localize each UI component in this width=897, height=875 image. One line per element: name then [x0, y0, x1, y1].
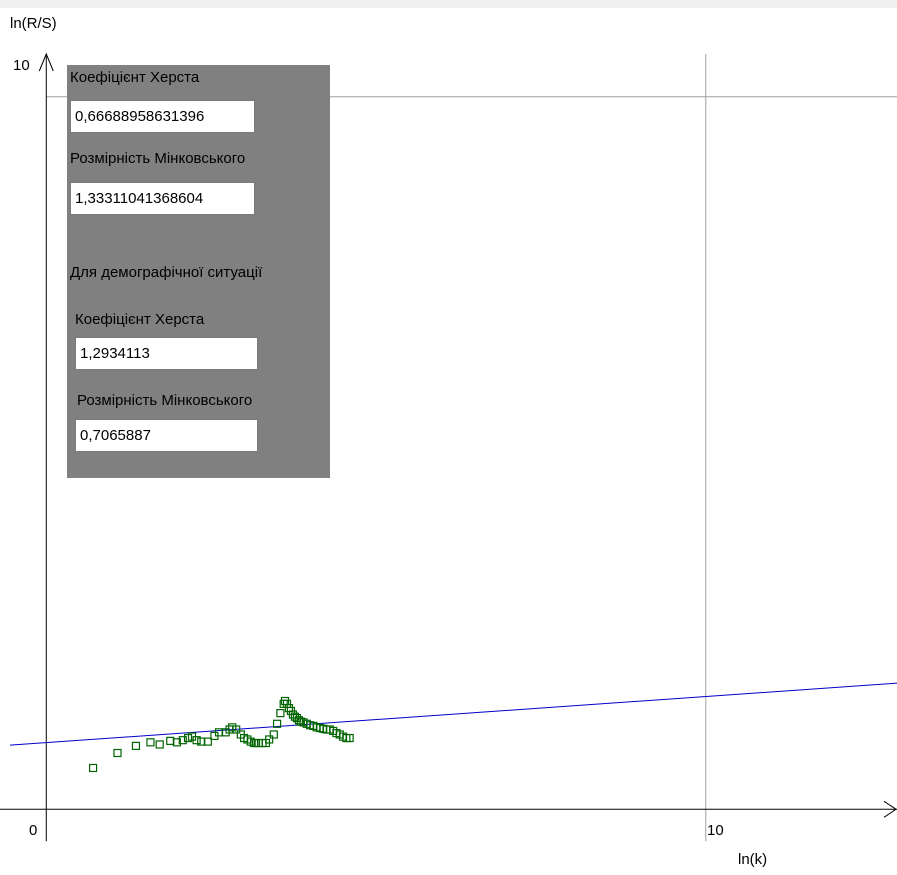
- demo-hurst-coefficient-field[interactable]: 1,2934113: [75, 337, 258, 370]
- top-strip: [0, 0, 897, 8]
- data-point: [146, 738, 155, 747]
- chart-axes: [0, 52, 897, 842]
- y-axis-title: ln(R/S): [10, 15, 57, 32]
- data-point: [166, 736, 175, 745]
- data-point: [172, 738, 181, 747]
- data-point: [131, 741, 141, 750]
- demo-minkowski-label: Розмірність Мінковського: [77, 392, 253, 409]
- minkowski-label: Розмірність Мінковського: [70, 150, 246, 167]
- minkowski-dimension-field[interactable]: 1,33311041368604: [70, 182, 255, 215]
- data-point: [232, 725, 241, 734]
- data-point: [294, 716, 303, 725]
- x-axis-title: ln(k): [738, 851, 768, 868]
- y-axis-arrow: [38, 52, 54, 72]
- data-point: [276, 709, 285, 718]
- x-tick-label-0: 0: [29, 822, 38, 839]
- data-point: [269, 730, 278, 739]
- data-point: [296, 717, 305, 726]
- y-tick-label-10: 10: [13, 57, 30, 74]
- data-point: [113, 748, 122, 758]
- demographic-heading: Для демографічної ситуації: [70, 264, 263, 281]
- demo-hurst-label: Коефіцієнт Херста: [75, 311, 205, 328]
- demo-minkowski-dimension-field[interactable]: 0,7065887: [75, 419, 258, 452]
- data-point: [178, 736, 187, 745]
- fit-line: [9, 682, 897, 746]
- hurst-label: Коефіцієнт Херста: [70, 69, 200, 86]
- data-point: [88, 763, 98, 773]
- data-point: [192, 736, 201, 745]
- data-point: [345, 733, 354, 743]
- x-tick-label-10: 10: [707, 822, 724, 839]
- data-point: [272, 719, 282, 728]
- results-panel: Коефіцієнт Херста 0,66688958631396 Розмі…: [67, 65, 330, 478]
- data-point: [203, 737, 212, 746]
- data-points: [88, 696, 354, 773]
- hurst-coefficient-field[interactable]: 0,66688958631396: [70, 100, 255, 133]
- data-point: [265, 735, 274, 744]
- x-axis-arrow: [883, 800, 897, 818]
- data-point: [155, 740, 164, 749]
